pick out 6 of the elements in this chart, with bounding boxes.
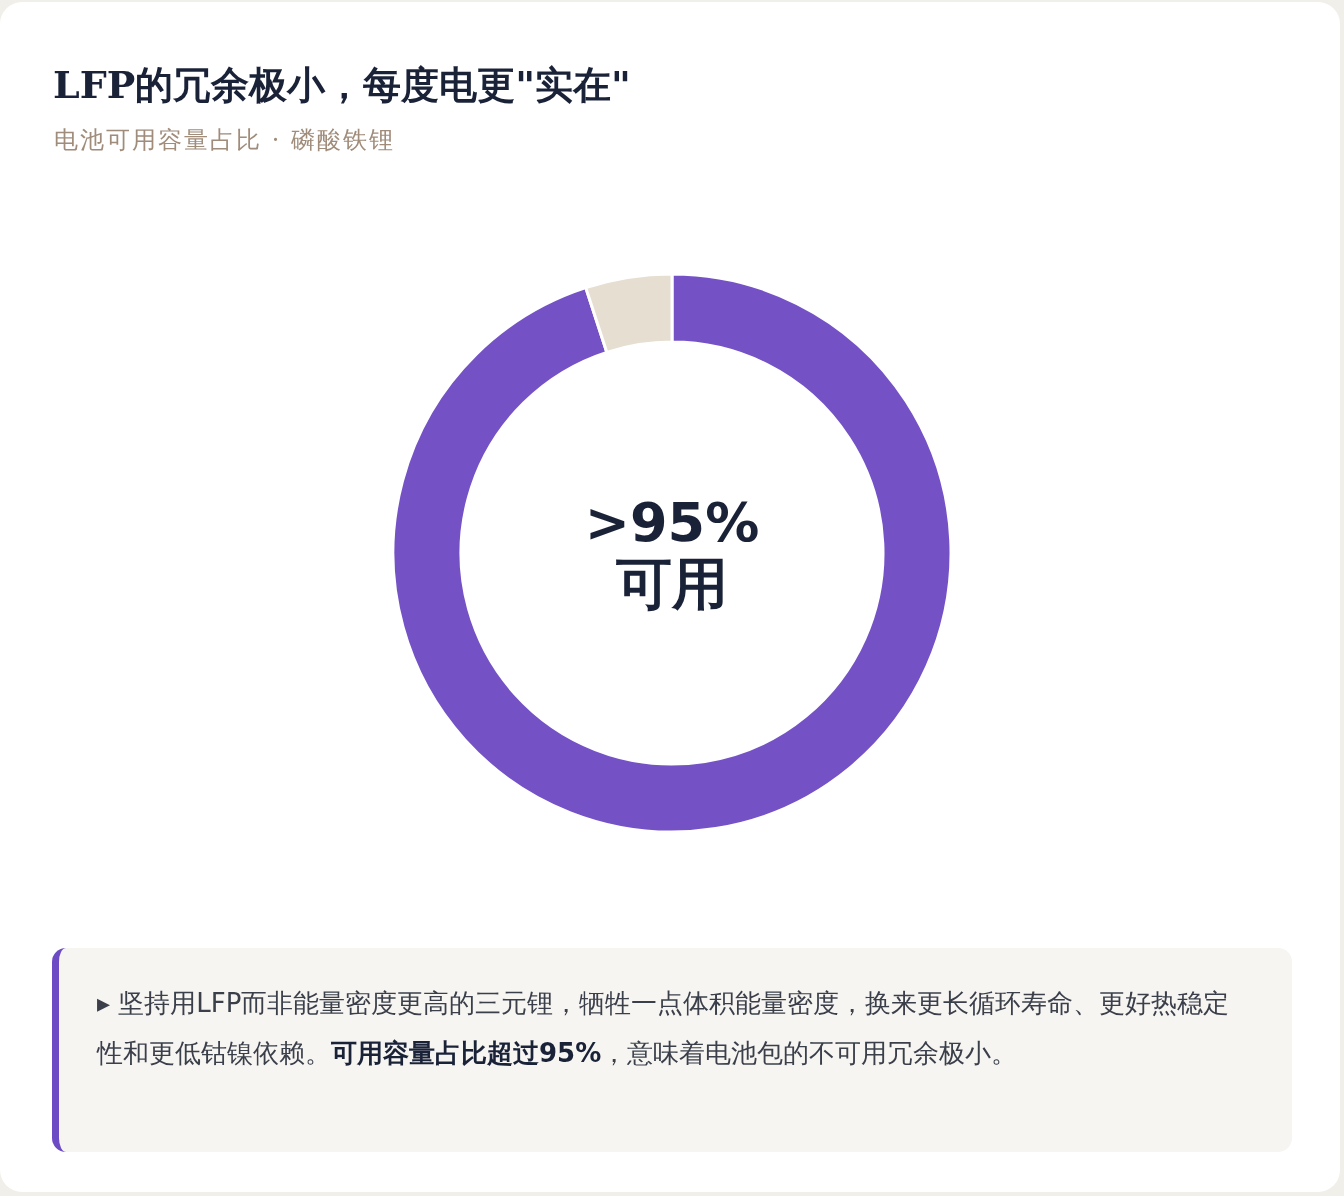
donut-slice [391, 272, 953, 834]
chart-title: LFP的冗余极小，每度电更"实在" [53, 61, 631, 109]
text: 可用 [615, 551, 728, 616]
text: >95% [584, 491, 760, 554]
chart-subtitle: 电池可用容量占比 · 磷酸铁锂 [54, 125, 395, 156]
text: ▸ 坚持用LFP而非能量密度更高的三元锂，牺牲一点体积能量密度，换来更长循环寿命、更好热稳定性和更低钴镍依赖。可用容量占比超过95%，意味着电池包的不可用冗余极小。 [52, 948, 1292, 1152]
